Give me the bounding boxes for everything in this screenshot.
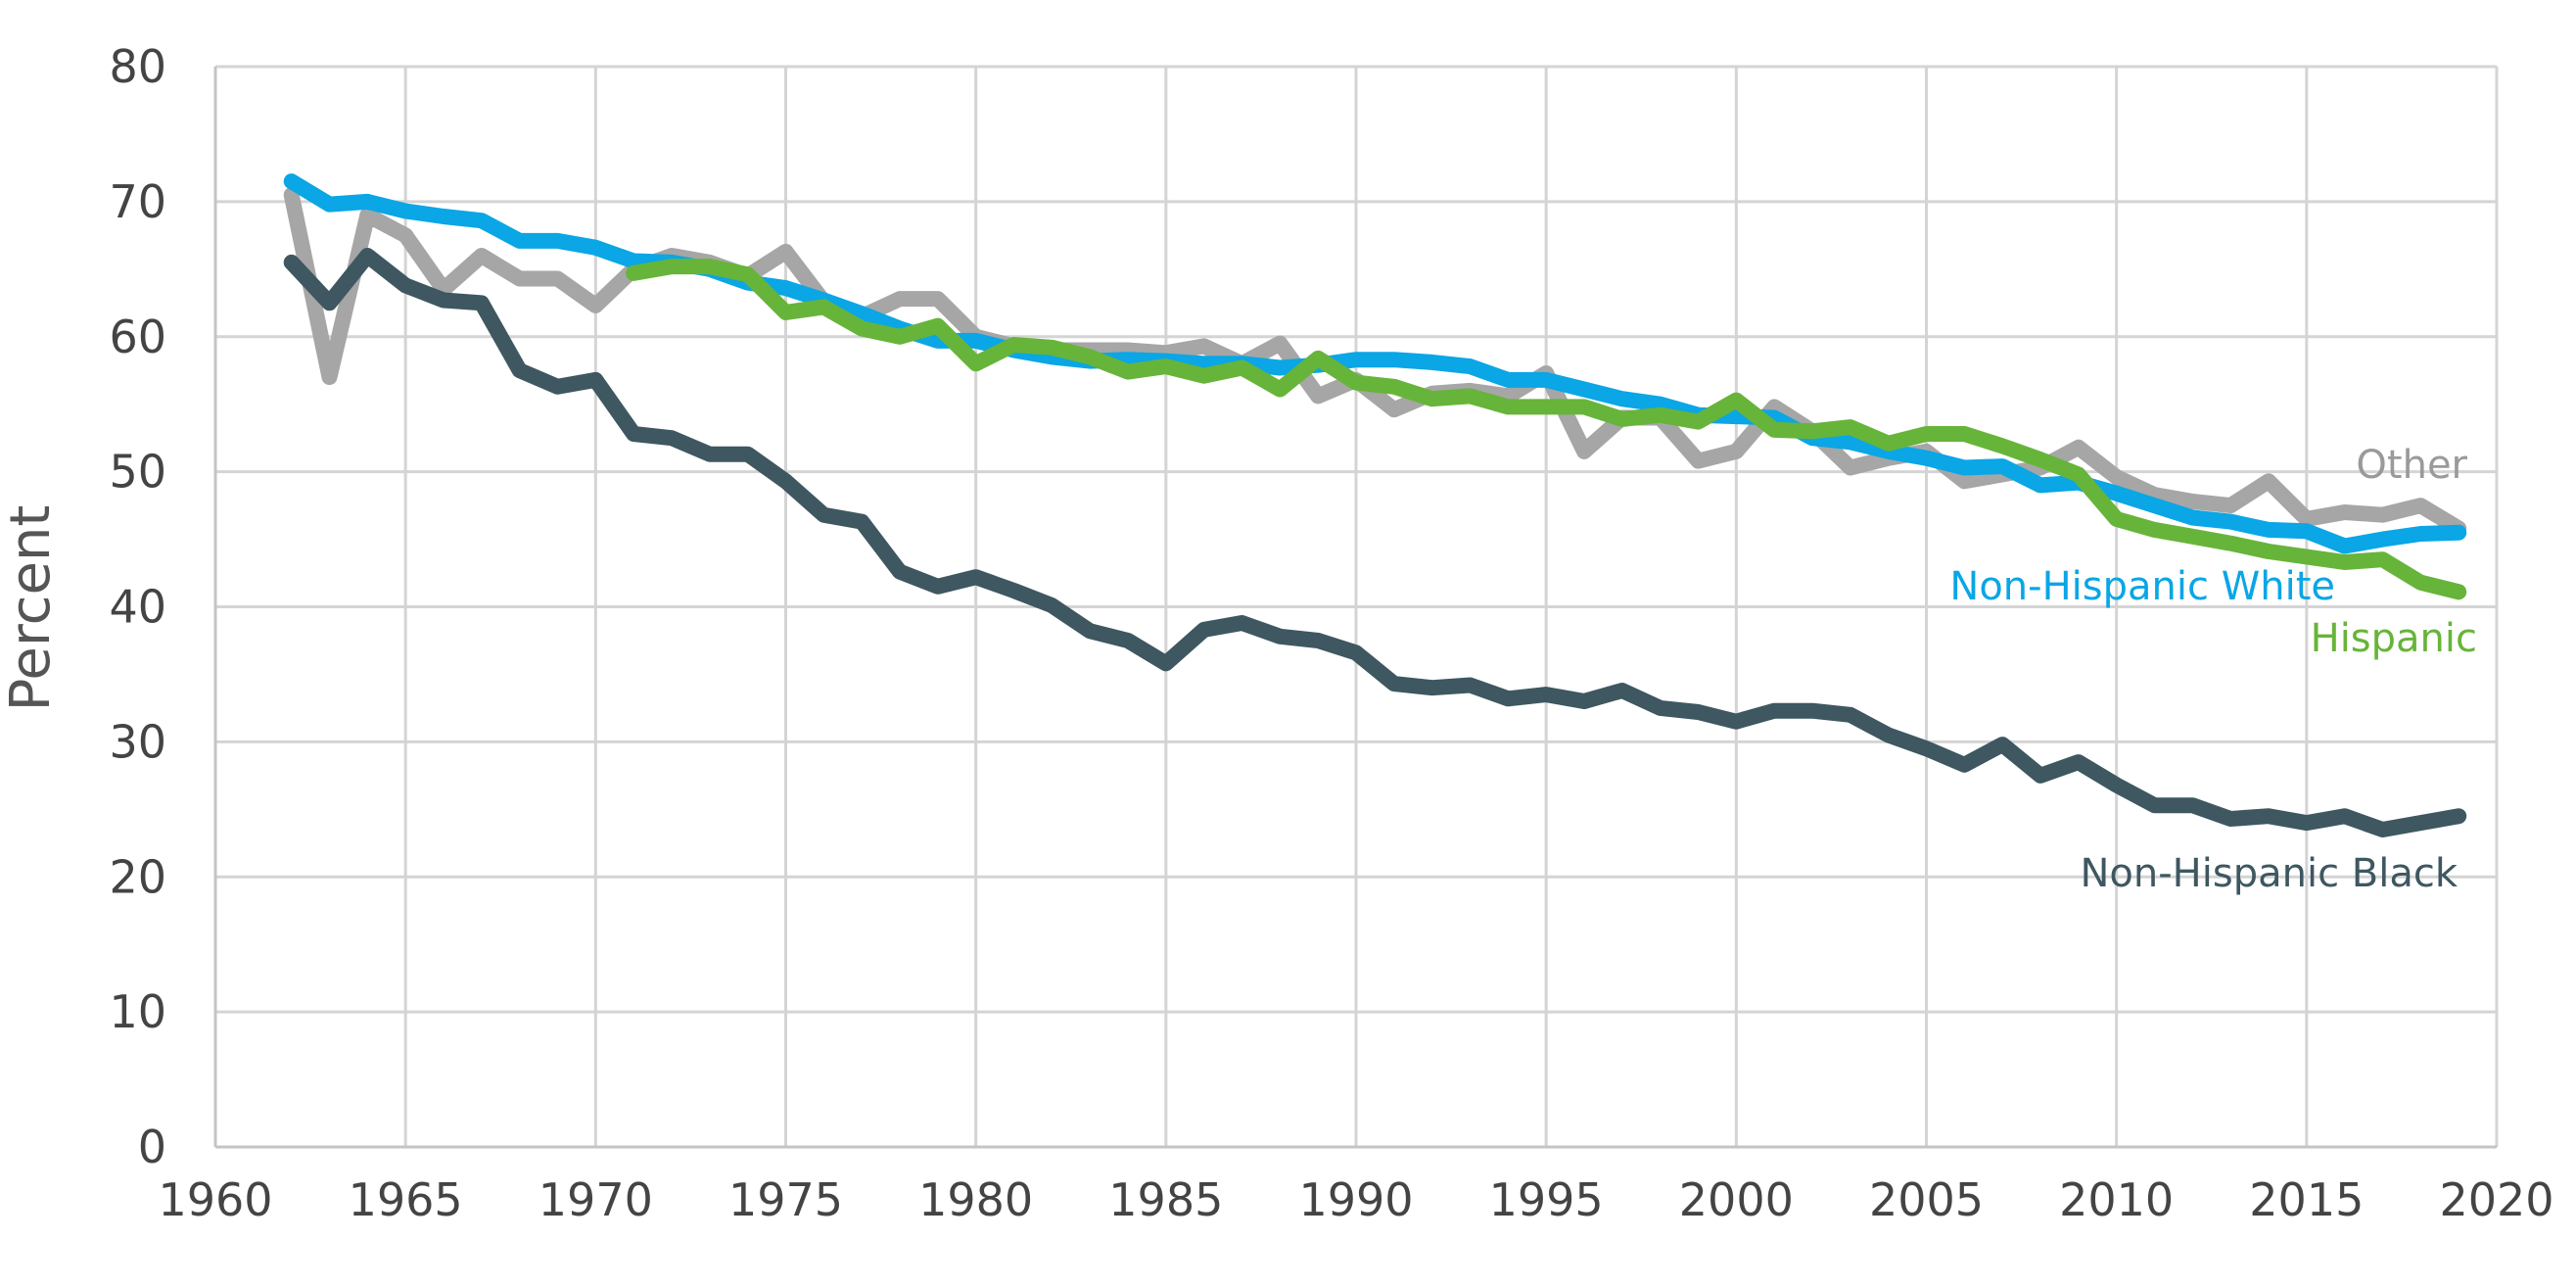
x-tick-label: 1990 bbox=[1298, 1173, 1413, 1226]
x-tick-label: 2015 bbox=[2249, 1173, 2364, 1226]
y-tick-label: 0 bbox=[138, 1121, 166, 1173]
series-label-hispanic: Hispanic bbox=[2311, 616, 2477, 661]
series-label-non-hispanic-black: Non-Hispanic Black bbox=[2080, 851, 2458, 896]
x-tick-label: 1960 bbox=[158, 1173, 272, 1226]
x-tick-label: 1970 bbox=[539, 1173, 653, 1226]
x-tick-labels: 1960 1965 1970 1975 1980 1985 1990 1995 2000 2005… bbox=[158, 1173, 2553, 1226]
x-tick-label: 1980 bbox=[918, 1173, 1033, 1226]
y-tick-label: 70 bbox=[109, 175, 166, 228]
x-tick-label: 2020 bbox=[2439, 1173, 2553, 1226]
x-tick-label: 1995 bbox=[1489, 1173, 1604, 1226]
series-line-non-hispanic-black bbox=[283, 248, 2467, 837]
x-tick-label: 2010 bbox=[2059, 1173, 2174, 1226]
y-tick-label: 10 bbox=[109, 985, 166, 1038]
x-tick-label: 1965 bbox=[349, 1173, 463, 1226]
x-tick-label: 2000 bbox=[1679, 1173, 1794, 1226]
y-tick-label: 40 bbox=[109, 581, 166, 634]
series-label-other: Other bbox=[2356, 443, 2467, 488]
y-tick-label: 80 bbox=[109, 40, 166, 93]
y-tick-label: 20 bbox=[109, 850, 166, 903]
series-label-non-hispanic-white: Non-Hispanic White bbox=[1949, 564, 2335, 609]
series-line-hispanic bbox=[626, 259, 2467, 600]
series-lines bbox=[283, 173, 2467, 837]
x-tick-label: 1975 bbox=[728, 1173, 843, 1226]
x-tick-label: 1985 bbox=[1108, 1173, 1223, 1226]
y-tick-label: 60 bbox=[109, 310, 166, 363]
axes bbox=[213, 67, 2497, 1149]
y-tick-label: 30 bbox=[109, 715, 166, 768]
x-tick-label: 2005 bbox=[1869, 1173, 1984, 1226]
series-line-non-hispanic-white bbox=[283, 173, 2467, 554]
y-axis-label: Percent bbox=[0, 505, 63, 712]
y-tick-label: 50 bbox=[109, 446, 166, 499]
y-tick-labels: 0 10 20 30 40 50 60 70 80 bbox=[109, 40, 166, 1173]
